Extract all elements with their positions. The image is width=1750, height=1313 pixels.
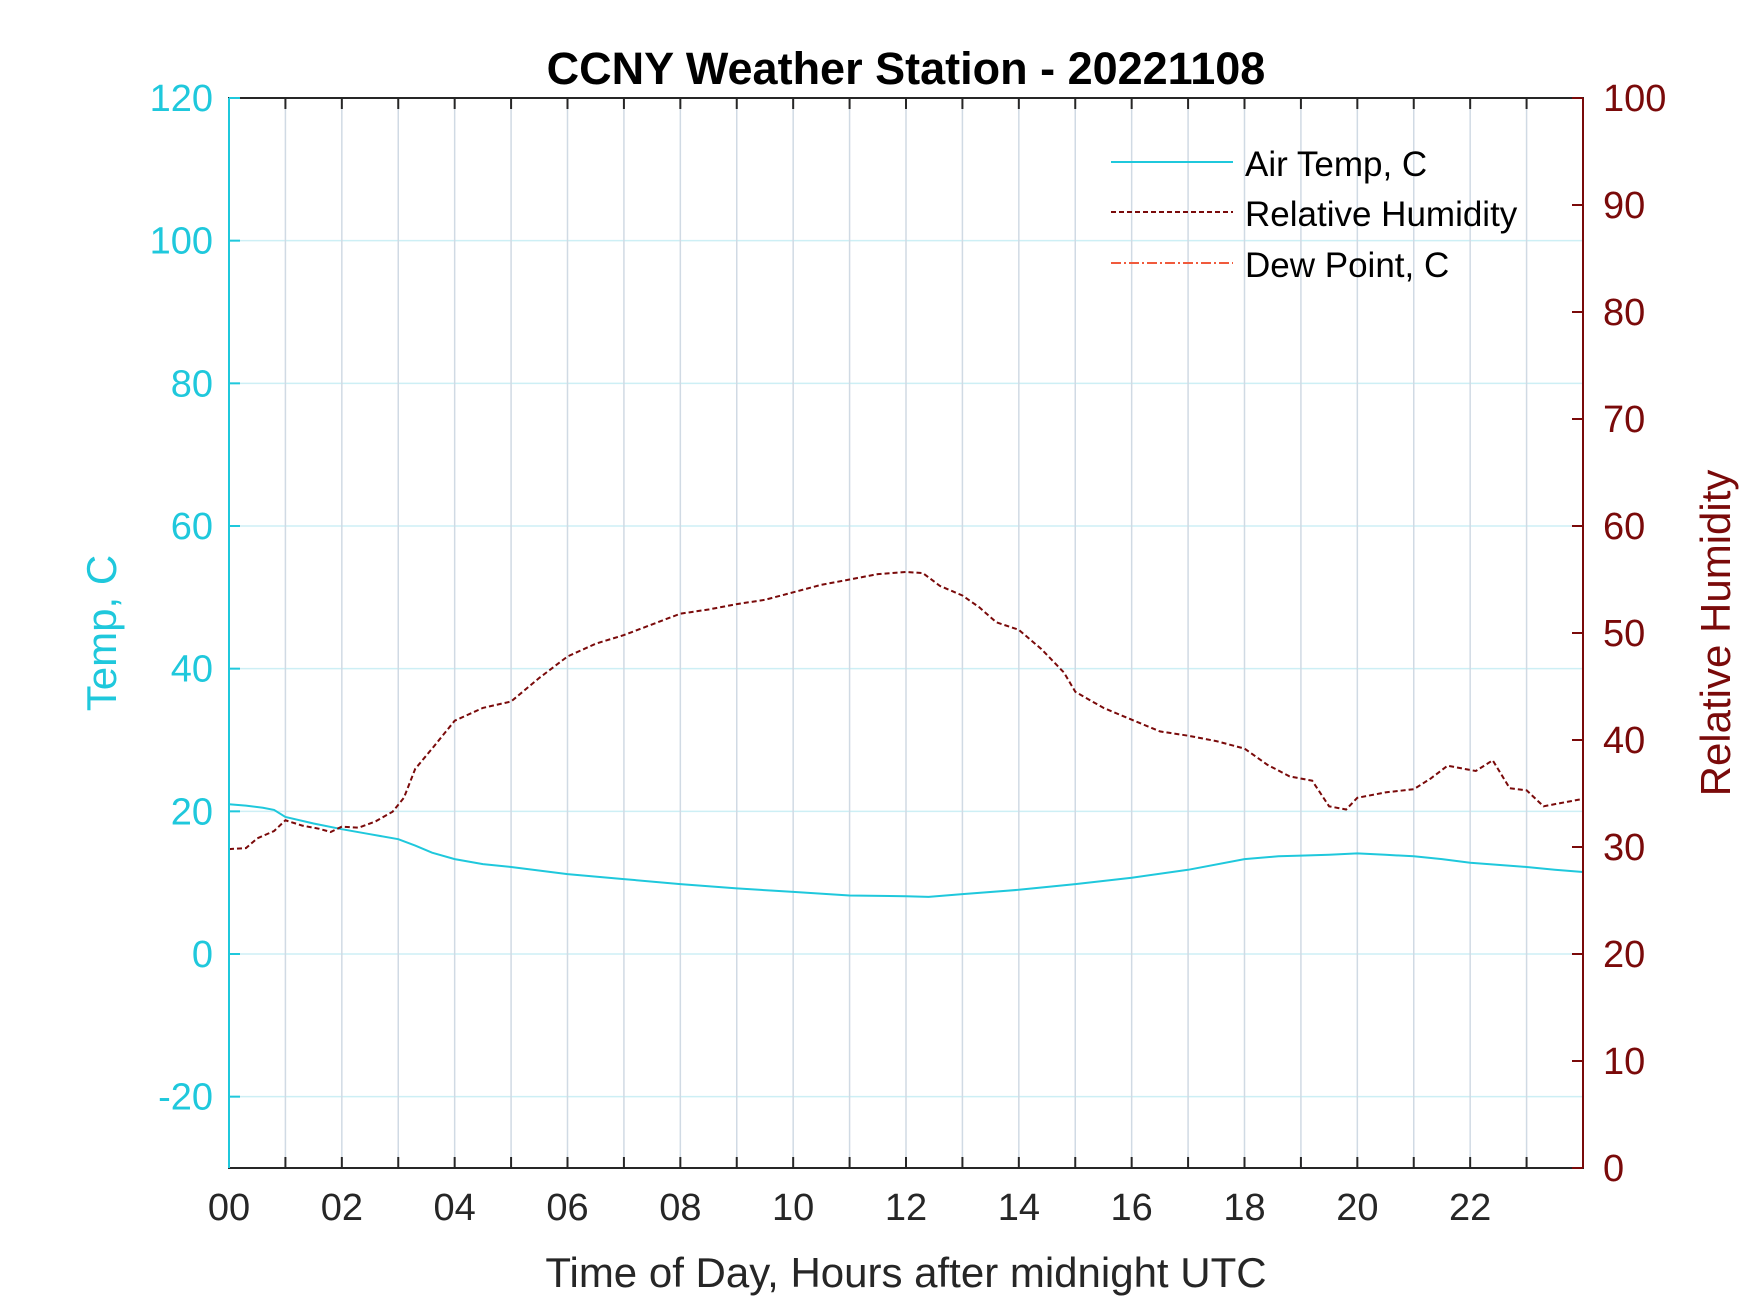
x-tick-label: 18	[1223, 1187, 1265, 1229]
x-tick-label: 08	[659, 1187, 701, 1229]
x-tick-label: 20	[1336, 1187, 1378, 1229]
y-axis-label-right: Relative Humidity	[1692, 470, 1739, 797]
y-tick-label-right: 80	[1603, 292, 1645, 334]
x-tick-label: 14	[998, 1187, 1040, 1229]
x-tick-label: 06	[546, 1187, 588, 1229]
x-axis-label: Time of Day, Hours after midnight UTC	[545, 1249, 1266, 1296]
legend: Air Temp, C Relative Humidity Dew Point,…	[1111, 145, 1518, 285]
y-tick-label-left: -20	[158, 1077, 213, 1119]
y-tick-label-right: 30	[1603, 827, 1645, 869]
y-tick-label-left: 40	[171, 649, 213, 691]
x-tick-label: 04	[434, 1187, 476, 1229]
y-tick-label-left: 100	[150, 221, 213, 263]
y-tick-label-left: 60	[171, 506, 213, 548]
y-tick-label-right: 0	[1603, 1148, 1624, 1190]
y-tick-label-right: 20	[1603, 934, 1645, 976]
grid	[229, 98, 1583, 1168]
legend-label-air-temp: Air Temp, C	[1245, 145, 1427, 184]
y-tick-label-right: 70	[1603, 399, 1645, 441]
y-tick-label-right: 60	[1603, 506, 1645, 548]
relative-humidity-line	[228, 570, 1584, 851]
legend-label-relative-humidity: Relative Humidity	[1245, 195, 1518, 234]
air-temp-line	[228, 803, 1584, 898]
x-tick-label: 16	[1111, 1187, 1153, 1229]
y-tick-label-left: 0	[192, 934, 213, 976]
x-tick-label: 10	[772, 1187, 814, 1229]
x-tick-label: 00	[208, 1187, 250, 1229]
y-tick-label-left: 20	[171, 791, 213, 833]
x-tick-label: 02	[321, 1187, 363, 1229]
x-tick-label: 22	[1449, 1187, 1491, 1229]
x-tick-label: 12	[885, 1187, 927, 1229]
legend-label-dew-point: Dew Point, C	[1245, 246, 1449, 285]
y-tick-label-right: 50	[1603, 613, 1645, 655]
y-tick-label-right: 10	[1603, 1041, 1645, 1083]
y-tick-label-right: 100	[1603, 78, 1666, 120]
y-tick-label-right: 90	[1603, 185, 1645, 227]
tick-labels: 00 02 04 06 08 10 12 14 16 18 20 22-200204060801001…	[150, 78, 1667, 1229]
y-tick-label-right: 40	[1603, 720, 1645, 762]
y-tick-label-left: 120	[150, 78, 213, 120]
y-axis-label-left: Temp, C	[78, 555, 125, 711]
series	[228, 570, 1584, 898]
y-tick-label-left: 80	[171, 363, 213, 405]
chart-title: CCNY Weather Station - 20221108	[547, 43, 1266, 94]
